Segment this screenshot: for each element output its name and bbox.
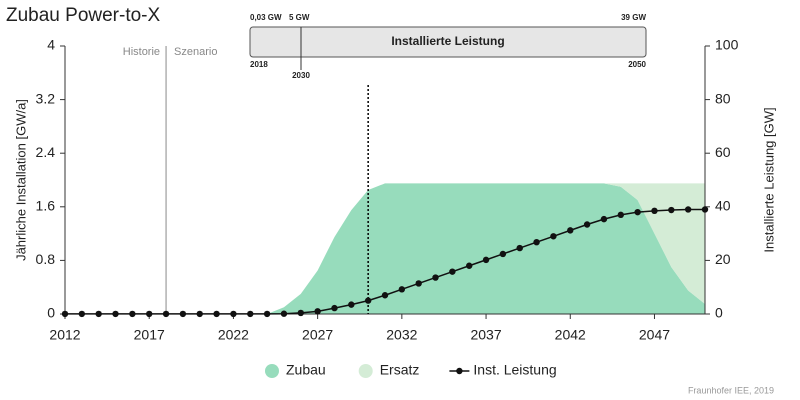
legend-swatch — [456, 367, 463, 375]
point — [516, 244, 523, 252]
timeline-end-value: 39 GW — [621, 13, 646, 22]
phase-label: Historie — [123, 46, 160, 58]
legend-swatch — [358, 364, 373, 378]
legend-label: Zubau — [286, 362, 326, 378]
y-axis-label: Jährliche Installation [GW/a] — [13, 99, 28, 261]
x-tick-label: 2027 — [302, 327, 333, 343]
point — [78, 310, 86, 318]
point — [179, 310, 187, 318]
point — [314, 308, 321, 315]
point — [415, 280, 422, 287]
point — [95, 310, 102, 318]
point — [331, 304, 338, 312]
x-tick-label: 2012 — [49, 327, 80, 343]
timeline-end-year: 2050 — [628, 60, 646, 69]
y-tick-label: 3.2 — [36, 90, 56, 106]
point — [146, 310, 153, 318]
x-tick-label: 2042 — [555, 327, 586, 343]
point — [162, 310, 170, 318]
y-tick-label: 0 — [47, 305, 55, 321]
point — [280, 310, 288, 317]
point — [213, 310, 220, 318]
timeline-bar — [249, 26, 647, 58]
y2-tick-label: 40 — [715, 198, 731, 214]
point — [600, 215, 608, 223]
point — [398, 286, 406, 293]
point — [583, 221, 591, 228]
point — [499, 250, 507, 258]
timeline-title: Installierte Leistung — [391, 34, 504, 48]
x-tick-label: 2037 — [470, 327, 501, 343]
point — [263, 310, 271, 318]
area — [65, 183, 705, 314]
legend-swatch — [265, 364, 279, 378]
point — [701, 206, 709, 213]
x-tick-label: 2022 — [218, 327, 249, 343]
point — [533, 238, 540, 246]
timeline-start-value: 0,03 GW — [250, 13, 282, 22]
point — [634, 208, 641, 216]
point — [381, 292, 389, 299]
point — [668, 206, 675, 214]
x-tick-label: 2017 — [134, 327, 165, 343]
timeline-mid-value: 5 GW — [289, 13, 310, 22]
y2-tick-label: 100 — [715, 37, 739, 53]
source: Fraunhofer IEE, 2019 — [688, 385, 774, 395]
x-tick-label: 2047 — [639, 327, 670, 343]
point — [297, 309, 304, 317]
point — [112, 310, 119, 318]
phase-label: Szenario — [174, 46, 217, 58]
point — [449, 268, 456, 275]
y2-tick-label: 20 — [715, 251, 731, 267]
y-tick-label: 0.8 — [36, 251, 56, 267]
y2-tick-label: 80 — [715, 90, 731, 106]
point — [550, 233, 557, 240]
y2-tick-label: 60 — [715, 144, 731, 160]
y-tick-label: 1.6 — [36, 198, 56, 214]
point — [617, 211, 624, 219]
y2-tick-label: 0 — [715, 305, 723, 321]
point — [247, 310, 254, 318]
point — [129, 310, 136, 318]
legend-label: Ersatz — [380, 362, 420, 378]
y2-axis-label: Installierte Leistung [GW] — [761, 107, 776, 252]
chart-title: Zubau Power-to-X — [6, 5, 161, 26]
point — [348, 301, 355, 308]
point — [364, 297, 372, 304]
point — [684, 206, 692, 213]
y-tick-label: 4 — [47, 37, 55, 53]
timeline-start-year: 2018 — [250, 60, 268, 69]
area — [65, 183, 705, 314]
timeline-mid-year: 2030 — [292, 71, 310, 80]
point — [482, 256, 490, 264]
point — [651, 207, 658, 215]
point — [230, 310, 237, 318]
legend-label: Inst. Leistung — [473, 362, 556, 378]
point — [567, 227, 574, 234]
point — [61, 310, 69, 318]
y-tick-label: 2.4 — [36, 144, 56, 160]
point — [196, 310, 203, 318]
point — [432, 274, 439, 281]
point — [466, 262, 473, 269]
x-tick-label: 2032 — [386, 327, 417, 343]
